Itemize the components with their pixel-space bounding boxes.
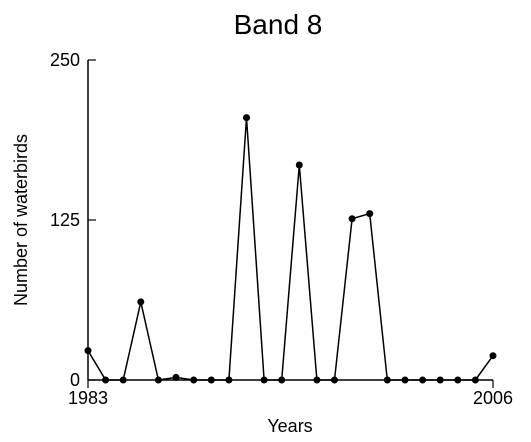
- data-point-2000: [383, 376, 391, 384]
- data-point-1997: [331, 376, 338, 384]
- data-point-1991: [225, 376, 233, 384]
- data-point-1985: [119, 376, 127, 384]
- series-line: [87, 117, 494, 381]
- data-point-1993: [260, 376, 268, 384]
- data-point-1989: [190, 376, 198, 384]
- data-point-1998: [348, 215, 356, 223]
- data-point-2002: [419, 376, 427, 384]
- data-point-1999: [366, 210, 374, 218]
- data-point-2006: [489, 352, 497, 360]
- data-point-1990: [207, 376, 215, 384]
- y-axis-label: Number of waterbirds: [11, 134, 31, 306]
- data-point-1992: [243, 114, 250, 122]
- data-point-1988: [172, 373, 180, 381]
- plot-area: [84, 114, 497, 384]
- y-tick-label-0: 0: [70, 370, 80, 390]
- data-point-1986: [137, 298, 145, 306]
- y-tick-label-250: 250: [50, 50, 80, 70]
- x-tick-label-2006: 2006: [473, 388, 513, 408]
- chart-title: Band 8: [234, 9, 323, 40]
- data-point-1987: [154, 376, 162, 384]
- data-point-2003: [436, 376, 444, 384]
- y-tick-label-125: 125: [50, 210, 80, 230]
- data-point-2004: [454, 376, 462, 384]
- data-point-1983: [84, 347, 92, 355]
- x-tick-label-1983: 1983: [68, 388, 108, 408]
- data-point-2001: [401, 376, 409, 384]
- data-point-1995: [295, 161, 303, 169]
- x-axis-label: Years: [267, 416, 312, 436]
- data-point-1984: [102, 376, 110, 384]
- data-point-1994: [278, 376, 286, 384]
- data-point-1996: [313, 376, 321, 384]
- data-point-2005: [471, 376, 479, 384]
